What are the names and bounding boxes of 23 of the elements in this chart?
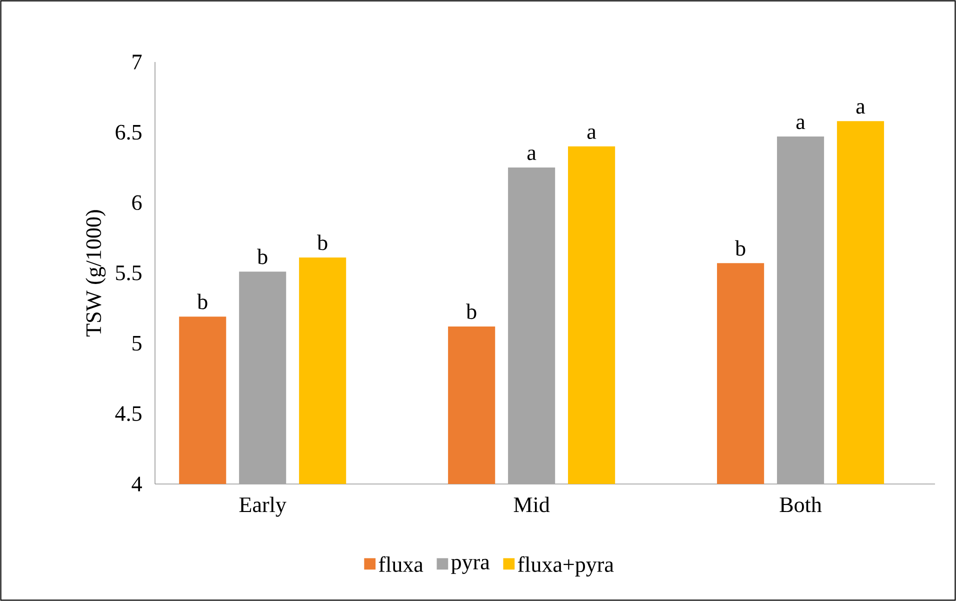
y-axis-title: TSW (g/1000) — [86, 210, 106, 336]
data-label: b — [197, 294, 208, 310]
y-tick-label: 5.5 — [116, 266, 142, 280]
data-label: a — [856, 103, 866, 114]
data-label: a — [587, 128, 596, 140]
y-tick-label: 7 — [132, 54, 142, 70]
y-tick-label: 6 — [132, 195, 142, 210]
data-label: a — [796, 118, 806, 130]
y-tick-label: 6.5 — [116, 124, 142, 140]
legend-label: pyra — [451, 558, 490, 574]
legend-label: fluxa — [378, 556, 424, 572]
y-tick-label: 5 — [132, 336, 142, 351]
x-tick-label: Mid — [514, 496, 550, 512]
x-tick-label: Both — [780, 496, 822, 512]
x-tick-label: Early — [239, 496, 286, 517]
data-label: b — [317, 234, 328, 250]
data-label: b — [466, 304, 476, 320]
data-label: b — [735, 240, 746, 256]
legend-label: fluxa+pyra — [518, 556, 614, 577]
data-label: a — [527, 150, 536, 160]
y-tick-label: 4.5 — [115, 406, 142, 422]
y-tick-label: 4 — [132, 476, 142, 492]
data-label: b — [257, 248, 268, 264]
